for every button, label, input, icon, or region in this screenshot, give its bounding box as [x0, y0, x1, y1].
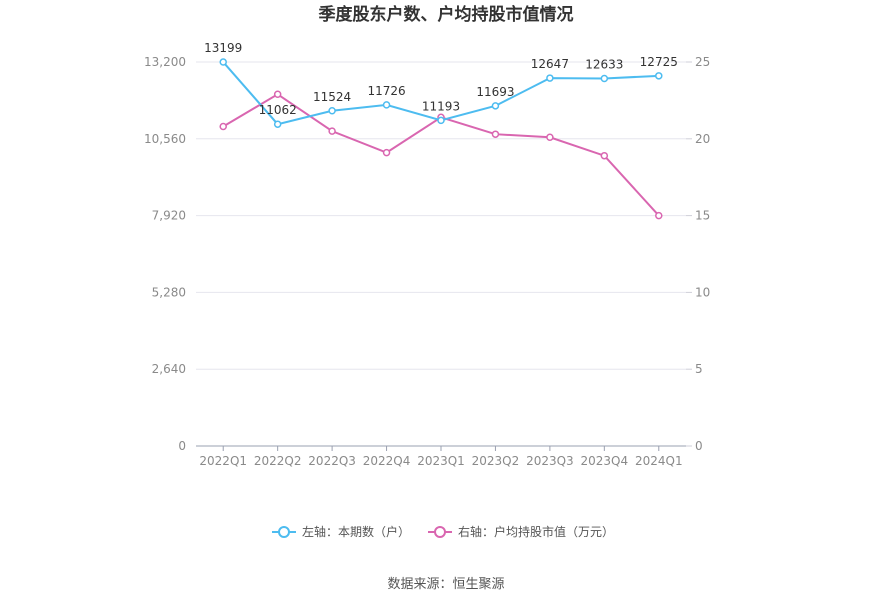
right-axis-ticks: 0 5 10 15 20 25 — [686, 55, 710, 453]
x-axis: 2022Q1 2022Q2 2022Q3 2022Q4 2023Q1 2023Q2 2023… — [196, 445, 686, 468]
right-tick-label: 15 — [695, 209, 710, 223]
right-tick-label: 10 — [695, 285, 710, 299]
data-label: 12725 — [640, 55, 678, 69]
right-tick-label: 0 — [695, 439, 703, 453]
x-tick-label: 2023Q3 — [526, 454, 574, 468]
data-point-right — [382, 148, 391, 157]
left-tick-label: 2,640 — [152, 362, 186, 376]
right-tick-label: 25 — [695, 55, 710, 69]
right-tick-label: 5 — [695, 362, 703, 376]
data-point-right — [491, 130, 500, 138]
left-axis-ticks: 0 2,640 5,280 7,920 10,560 13,200 — [144, 55, 186, 453]
data-point-right — [328, 127, 336, 135]
right-tick-label: 20 — [695, 132, 710, 146]
chart-title: 季度股东户数、户均持股市值情况 — [319, 4, 574, 25]
x-tick-label: 2022Q1 — [199, 454, 247, 468]
data-point-left — [219, 58, 227, 66]
left-tick-label: 13,200 — [144, 55, 186, 69]
legend-label: 左轴：本期数（户） — [302, 524, 410, 539]
x-tick-label: 2023Q2 — [472, 454, 520, 468]
grid-lines — [196, 61, 686, 370]
x-tick-label: 2022Q4 — [363, 454, 411, 468]
x-tick-label: 2023Q4 — [581, 454, 629, 468]
legend-marker — [434, 526, 446, 538]
data-point-right — [546, 133, 554, 142]
legend-label: 右轴：户均持股市值（万元） — [458, 524, 614, 539]
data-point-right — [273, 90, 282, 99]
source-note: 数据来源：恒生聚源 — [387, 577, 504, 592]
data-label: 11193 — [422, 99, 460, 113]
left-tick-label: 7,920 — [152, 209, 186, 223]
x-tick-label: 2022Q2 — [254, 454, 302, 468]
data-point-left — [600, 74, 609, 83]
legend: 左轴：本期数（户） 右轴：户均持股市值（万元） — [272, 524, 614, 539]
data-label: 11693 — [476, 85, 514, 99]
x-tick-label: 2022Q3 — [308, 454, 356, 468]
data-point-left — [382, 101, 391, 109]
data-label: 11726 — [367, 84, 405, 98]
data-point-left — [273, 120, 282, 128]
data-point-left — [655, 72, 663, 80]
data-point-left — [328, 107, 336, 115]
left-tick-label: 0 — [178, 439, 186, 453]
data-label: 13199 — [204, 41, 242, 55]
data-point-right — [655, 211, 663, 220]
data-label: 12633 — [585, 57, 623, 71]
series-layer: 13199 11062 11524 11726 11193 11693 12647 12633… — [204, 41, 678, 220]
data-point-right — [600, 151, 609, 160]
left-tick-label: 10,560 — [144, 132, 186, 146]
data-point-left — [491, 102, 500, 110]
data-label: 11062 — [259, 103, 297, 117]
data-point-left — [437, 116, 445, 125]
data-point-left — [546, 74, 554, 82]
x-tick-label: 2024Q1 — [635, 454, 683, 468]
data-point-right — [219, 122, 227, 131]
data-label: 11524 — [313, 90, 351, 104]
x-tick-label: 2023Q1 — [417, 454, 465, 468]
legend-marker — [278, 526, 290, 538]
left-tick-label: 5,280 — [152, 285, 186, 299]
data-label: 12647 — [531, 57, 569, 71]
